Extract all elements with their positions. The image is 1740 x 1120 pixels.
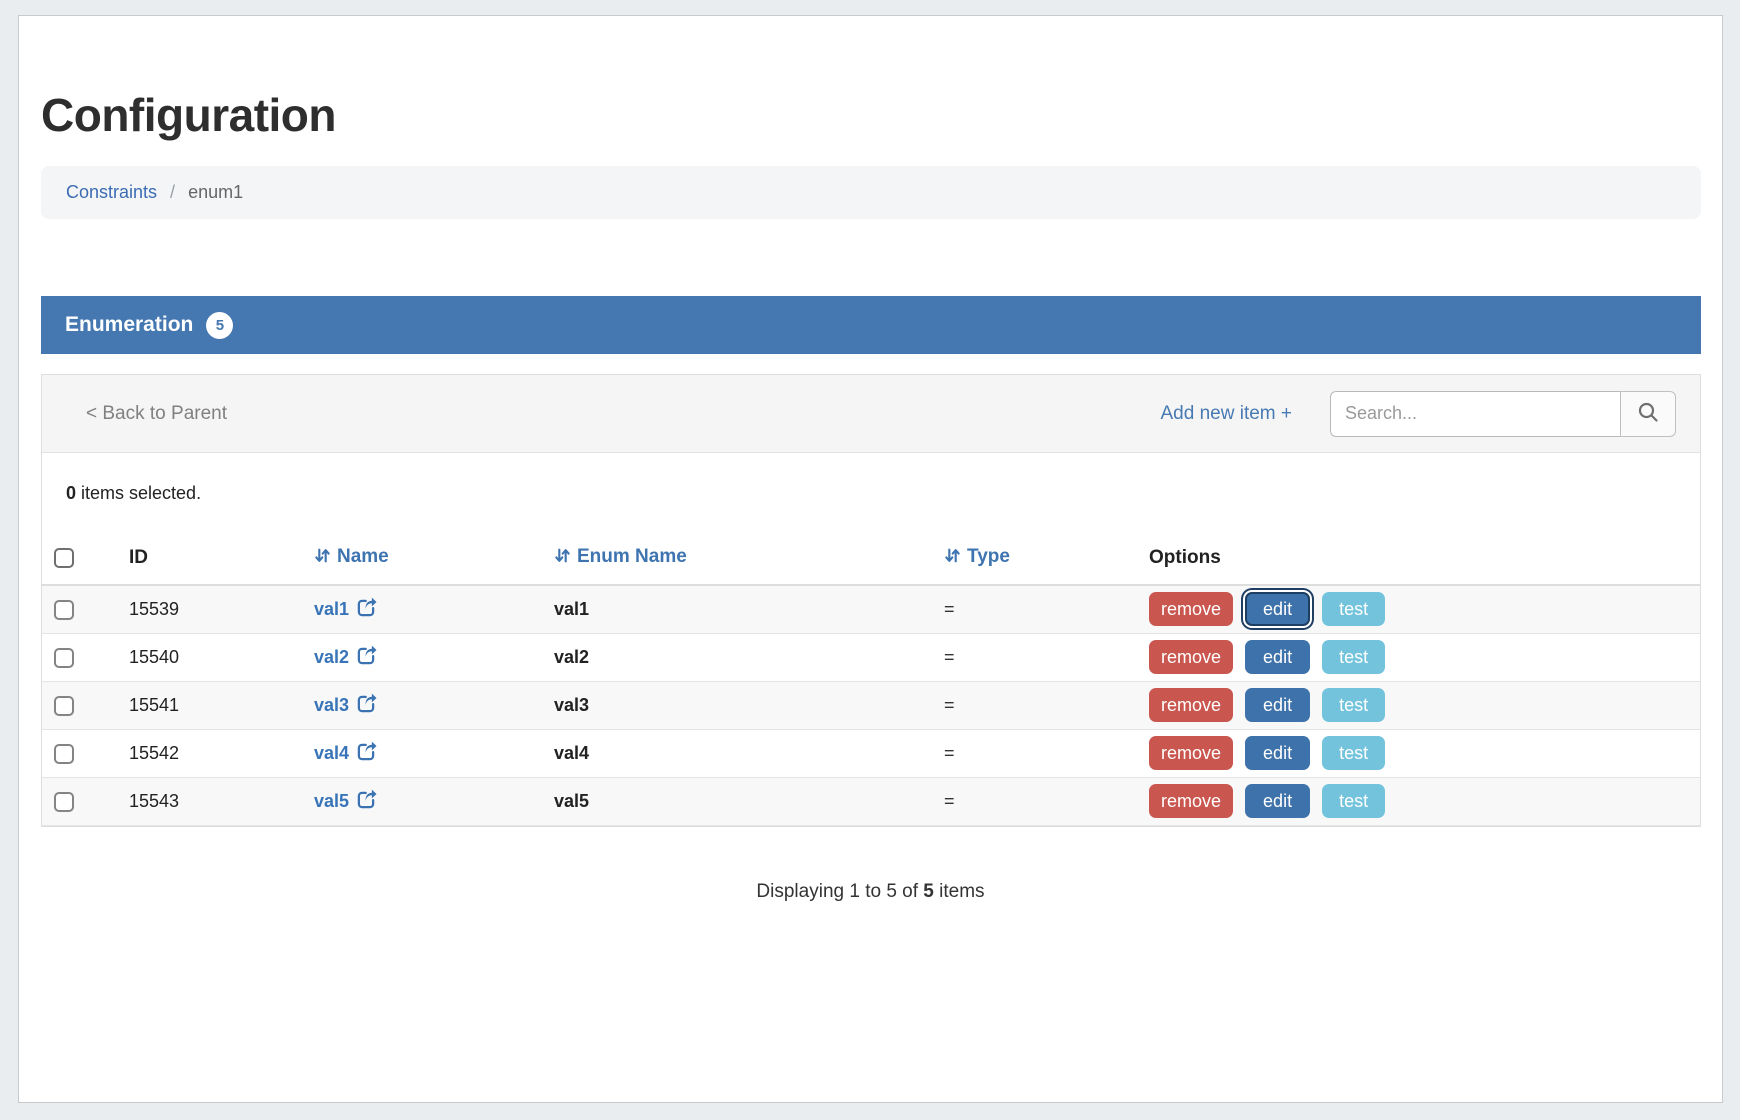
test-button[interactable]: test [1322, 592, 1386, 627]
breadcrumb: Constraints / enum1 [41, 166, 1701, 219]
page-title: Configuration [41, 89, 337, 141]
enumeration-header: Enumeration 5 [41, 296, 1701, 354]
test-button[interactable]: test [1322, 688, 1386, 722]
cell-name: val5 [302, 777, 542, 825]
edit-button[interactable]: edit [1245, 736, 1311, 770]
table-row: 15543 val5 val5 = remove edit test [42, 777, 1700, 825]
selection-status: 0 items selected. [42, 483, 1700, 504]
item-name-link[interactable]: val3 [314, 693, 377, 718]
cell-enum-name: val4 [554, 742, 590, 763]
cell-id: 15541 [129, 694, 180, 715]
edit-button[interactable]: edit [1245, 688, 1311, 722]
remove-button[interactable]: remove [1149, 592, 1234, 627]
item-name-link[interactable]: val2 [314, 645, 377, 670]
edit-button[interactable]: edit [1245, 640, 1311, 674]
table-row: 15540 val2 val2 = remove edit test [42, 633, 1700, 681]
sort-icon [944, 547, 961, 570]
enumeration-table: ID Name Enum Name Type Options [42, 540, 1700, 826]
item-name-link[interactable]: val4 [314, 741, 377, 766]
external-link-icon [357, 741, 377, 766]
column-header-id: ID [117, 540, 302, 586]
row-checkbox[interactable] [54, 647, 74, 668]
edit-button[interactable]: edit [1245, 784, 1311, 818]
column-header-name[interactable]: Name [302, 540, 542, 586]
cell-enum-name: val1 [554, 598, 590, 619]
cell-options: remove edit test [1137, 681, 1700, 729]
search-button[interactable] [1620, 390, 1676, 437]
remove-button[interactable]: remove [1149, 688, 1234, 722]
cell-id: 15543 [129, 790, 180, 811]
cell-options: remove edit test [1137, 777, 1700, 825]
breadcrumb-current: enum1 [188, 182, 244, 202]
edit-button[interactable]: edit [1245, 592, 1311, 627]
select-all-checkbox[interactable] [54, 547, 74, 568]
cell-type: = [944, 694, 955, 715]
remove-button[interactable]: remove [1149, 784, 1234, 818]
external-link-icon [357, 645, 377, 670]
sort-icon [314, 547, 331, 570]
table-row: 15542 val4 val4 = remove edit test [42, 729, 1700, 777]
cell-name: val4 [302, 729, 542, 777]
displaying-suffix: items [933, 880, 985, 902]
breadcrumb-separator: / [170, 182, 176, 202]
test-button[interactable]: test [1322, 784, 1386, 818]
displaying-total: 5 [923, 880, 934, 902]
items-toolbar: < Back to Parent Add new item + [42, 375, 1700, 453]
breadcrumb-parent-link[interactable]: Constraints [66, 182, 158, 202]
row-checkbox[interactable] [54, 743, 74, 764]
cell-name: val2 [302, 633, 542, 681]
external-link-icon [357, 693, 377, 718]
item-name-link[interactable]: val1 [314, 597, 377, 622]
main-card: Configuration Constraints / enum1 Enumer… [18, 15, 1723, 1103]
cell-enum-name: val2 [554, 646, 590, 667]
table-header-row: ID Name Enum Name Type Options [42, 540, 1700, 586]
column-header-enum-name[interactable]: Enum Name [542, 540, 932, 586]
cell-id: 15539 [129, 598, 180, 619]
search-input[interactable] [1330, 390, 1620, 437]
cell-options: remove edit test [1137, 729, 1700, 777]
search-group [1330, 390, 1676, 437]
item-name-link[interactable]: val5 [314, 789, 377, 814]
remove-button[interactable]: remove [1149, 736, 1234, 770]
cell-enum-name: val5 [554, 790, 590, 811]
add-new-item-link[interactable]: Add new item + [1160, 402, 1293, 424]
cell-type: = [944, 790, 955, 811]
test-button[interactable]: test [1322, 736, 1386, 770]
remove-button[interactable]: remove [1149, 640, 1234, 674]
sort-icon [554, 547, 571, 570]
row-checkbox[interactable] [54, 791, 74, 812]
test-button[interactable]: test [1322, 640, 1386, 674]
selection-count: 0 [66, 483, 77, 503]
external-link-icon [357, 597, 377, 622]
items-panel: < Back to Parent Add new item + [41, 374, 1701, 827]
column-header-options: Options [1137, 540, 1700, 586]
table-row: 15541 val3 val3 = remove edit test [42, 681, 1700, 729]
cell-id: 15540 [129, 646, 180, 667]
table-row: 15539 val1 val1 = remove edit test [42, 585, 1700, 633]
cell-type: = [944, 646, 955, 667]
enumeration-count-badge: 5 [206, 311, 234, 339]
cell-name: val1 [302, 585, 542, 633]
back-to-parent-link[interactable]: < Back to Parent [86, 402, 227, 424]
cell-type: = [944, 598, 955, 619]
table-body: 15539 val1 val1 = remove edit test 15540 [42, 585, 1700, 825]
row-checkbox[interactable] [54, 599, 74, 620]
search-icon [1636, 400, 1660, 427]
selection-suffix: items selected. [76, 483, 202, 503]
displaying-prefix: Displaying 1 to 5 of [756, 880, 924, 902]
column-header-type[interactable]: Type [932, 540, 1137, 586]
cell-options: remove edit test [1137, 585, 1700, 633]
cell-name: val3 [302, 681, 542, 729]
cell-options: remove edit test [1137, 633, 1700, 681]
cell-type: = [944, 742, 955, 763]
cell-id: 15542 [129, 742, 180, 763]
external-link-icon [357, 789, 377, 814]
row-checkbox[interactable] [54, 695, 74, 716]
items-panel-body: 0 items selected. ID Name [42, 453, 1700, 826]
enumeration-title: Enumeration [65, 313, 194, 336]
cell-enum-name: val3 [554, 694, 590, 715]
displaying-status: Displaying 1 to 5 of 5 items [41, 881, 1700, 903]
